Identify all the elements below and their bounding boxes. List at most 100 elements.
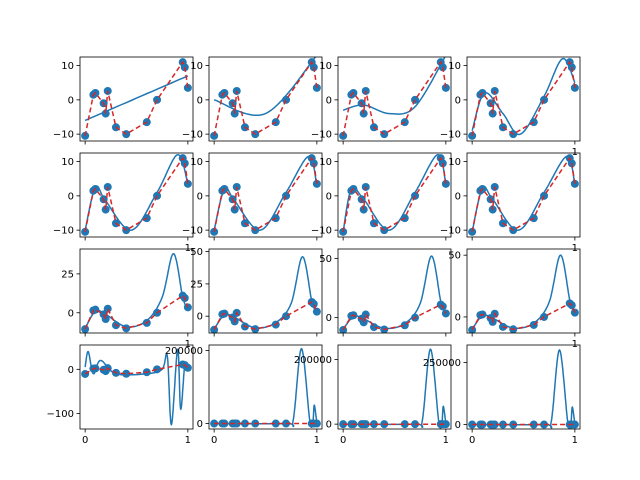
- axes-frame: [337, 152, 452, 238]
- axes-frame: [466, 248, 581, 334]
- plot-area: [81, 348, 192, 426]
- fit-curve: [84, 348, 189, 426]
- y-tick-label: 0: [68, 95, 74, 106]
- plot-area: [210, 256, 321, 333]
- axes-frame: [208, 152, 323, 238]
- trend-line: [471, 302, 576, 331]
- subplot-5: 10 0 −10 1: [53, 152, 194, 254]
- data-point: [282, 191, 291, 200]
- data-point: [411, 95, 420, 104]
- y-tick-label: 0: [68, 308, 74, 319]
- y-tick-label: 0: [68, 365, 74, 376]
- data-point: [309, 299, 318, 308]
- data-point: [441, 83, 450, 92]
- x-tick-label: 1: [572, 243, 578, 254]
- data-point: [369, 420, 378, 429]
- y-tick-label: −100: [47, 409, 74, 420]
- x-tick-label: 1: [572, 147, 578, 158]
- data-point: [153, 191, 162, 200]
- subplot-8: 10 0 −10 1: [440, 152, 581, 254]
- data-point: [282, 95, 291, 104]
- x-tick-label: 1: [185, 435, 191, 446]
- subplot-13: 0 −100 0 1: [47, 344, 194, 446]
- y-tick-label: −10: [440, 226, 461, 237]
- y-tick-label: 10: [61, 157, 74, 168]
- y-tick-label: 50: [319, 254, 332, 265]
- trend-line: [84, 294, 189, 330]
- fit-curve: [471, 155, 576, 233]
- axes-frame: [466, 56, 581, 142]
- data-point: [411, 420, 420, 429]
- y-tick-label: −10: [311, 130, 332, 141]
- data-point: [183, 83, 192, 92]
- y-tick-label: 0: [326, 313, 332, 324]
- data-point: [282, 419, 291, 428]
- data-point: [312, 307, 321, 316]
- data-point: [183, 303, 192, 312]
- axes-frame: [208, 344, 323, 430]
- trend-line: [471, 60, 576, 137]
- data-point: [153, 365, 162, 374]
- y-tick-label: 0: [197, 419, 203, 430]
- x-tick-label: 1: [572, 435, 578, 446]
- data-point: [570, 83, 579, 92]
- y-tick-label: 0: [326, 191, 332, 202]
- trend-line: [213, 60, 318, 137]
- plot-area: [339, 348, 450, 429]
- data-point: [570, 308, 579, 317]
- plot-area: [468, 154, 579, 236]
- data-point: [232, 419, 241, 428]
- trend-line: [471, 156, 576, 233]
- subplot-2: 10 0 −10: [182, 56, 323, 145]
- y-tick-label: 0: [455, 420, 461, 431]
- data-point: [312, 83, 321, 92]
- data-point: [540, 420, 549, 429]
- y-tick-label: 0: [197, 95, 203, 106]
- y-tick-label: 10: [190, 61, 203, 72]
- y-tick-label: −10: [440, 130, 461, 141]
- subplot-4: 10 0 −10 1: [440, 56, 581, 158]
- y-tick-label: 0: [197, 191, 203, 202]
- data-point: [540, 191, 549, 200]
- x-tick-label: 1: [185, 339, 191, 350]
- trend-line: [342, 303, 447, 331]
- axes-frame: [337, 344, 452, 430]
- y-tick-label: 200000: [294, 355, 332, 366]
- plot-area: [210, 347, 321, 429]
- axes-frame: [208, 56, 323, 142]
- x-tick-label: 1: [185, 243, 191, 254]
- axes-frame: [79, 248, 194, 334]
- y-tick-label: −10: [53, 130, 74, 141]
- fit-curve: [471, 57, 576, 136]
- y-tick-label: −10: [182, 130, 203, 141]
- axes-frame: [208, 248, 323, 334]
- subplot-7: 10 0 −10: [311, 152, 452, 241]
- fit-curve: [472, 349, 576, 429]
- y-tick-label: 10: [61, 61, 74, 72]
- fit-curve: [213, 57, 317, 117]
- y-tick-label: 25: [61, 269, 74, 280]
- plot-area: [210, 154, 321, 236]
- plot-area: [339, 57, 450, 140]
- trend-line: [213, 301, 318, 331]
- subplot-11: 50 0: [319, 248, 452, 337]
- data-point: [490, 420, 499, 429]
- y-tick-label: −10: [311, 226, 332, 237]
- subplot-3: 10 0 −10: [311, 56, 452, 145]
- data-point: [312, 419, 321, 428]
- trend-line: [84, 156, 189, 233]
- plot-area: [81, 252, 192, 333]
- plot-area: [210, 57, 321, 140]
- subplot-1: 10 0 −10: [53, 56, 194, 145]
- data-point: [400, 420, 409, 429]
- y-tick-label: 10: [448, 157, 461, 168]
- y-tick-label: 0: [68, 191, 74, 202]
- trend-line: [84, 60, 189, 137]
- data-point: [183, 179, 192, 188]
- y-tick-label: 10: [319, 157, 332, 168]
- y-tick-label: −10: [53, 226, 74, 237]
- data-point: [441, 179, 450, 188]
- axes-frame: [337, 56, 452, 142]
- data-point: [570, 420, 579, 429]
